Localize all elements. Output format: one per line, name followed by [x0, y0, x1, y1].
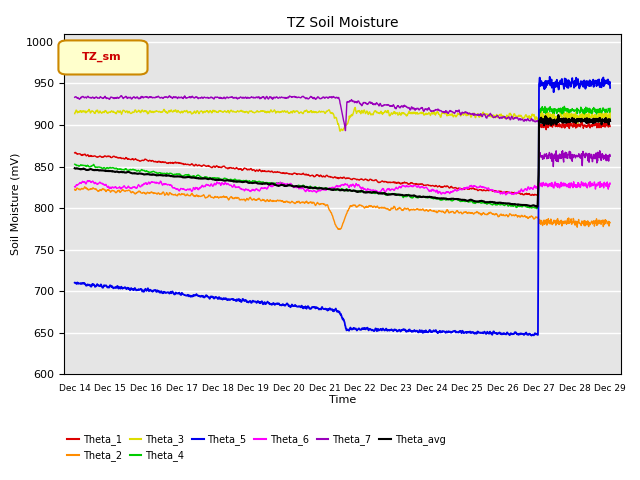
- Theta_5: [134, 287, 142, 292]
- Theta_3: [319, 109, 326, 115]
- Theta_4: [309, 186, 317, 192]
- Theta_6: [71, 184, 79, 190]
- Theta_2: [319, 201, 327, 206]
- Theta_3: [351, 105, 359, 110]
- Theta_2: [113, 190, 120, 195]
- Theta_2: [336, 227, 344, 232]
- Theta_avg: [554, 112, 562, 118]
- Theta_5: [298, 303, 306, 309]
- Title: TZ Soil Moisture: TZ Soil Moisture: [287, 16, 398, 30]
- Theta_7: [550, 164, 557, 169]
- Theta_5: [606, 85, 614, 91]
- Theta_1: [71, 150, 79, 156]
- Theta_6: [310, 188, 317, 194]
- Theta_5: [319, 305, 326, 311]
- Theta_4: [376, 190, 383, 195]
- Theta_2: [606, 220, 614, 226]
- Theta_6: [84, 178, 92, 183]
- Theta_2: [81, 184, 88, 190]
- Theta_1: [577, 116, 585, 121]
- Theta_avg: [319, 186, 326, 192]
- Theta_4: [134, 168, 142, 173]
- Theta_5: [112, 284, 120, 290]
- Theta_6: [606, 180, 614, 186]
- Theta_7: [319, 94, 327, 100]
- Line: Theta_3: Theta_3: [75, 108, 610, 131]
- Theta_5: [376, 327, 383, 333]
- Theta_1: [298, 171, 306, 177]
- Theta_avg: [376, 191, 383, 196]
- Theta_1: [606, 124, 614, 130]
- Theta_7: [298, 94, 306, 99]
- Theta_4: [112, 165, 120, 171]
- Theta_3: [71, 111, 79, 117]
- Theta_1: [112, 155, 120, 160]
- Theta_1: [319, 174, 326, 180]
- Line: Theta_7: Theta_7: [75, 96, 610, 167]
- Theta_2: [310, 200, 317, 205]
- Line: Theta_2: Theta_2: [75, 187, 610, 229]
- Theta_avg: [134, 171, 142, 177]
- Legend: Theta_1, Theta_2, Theta_3, Theta_4, Theta_5, Theta_6, Theta_7, Theta_avg: Theta_1, Theta_2, Theta_3, Theta_4, Thet…: [63, 431, 449, 465]
- Theta_7: [376, 102, 383, 108]
- Theta_4: [298, 183, 306, 189]
- Line: Theta_5: Theta_5: [75, 77, 610, 336]
- Theta_avg: [606, 118, 614, 124]
- Theta_2: [298, 200, 306, 205]
- Theta_4: [606, 106, 614, 111]
- Theta_5: [71, 280, 79, 286]
- Theta_7: [134, 96, 142, 101]
- Theta_3: [606, 109, 614, 115]
- Theta_avg: [112, 169, 120, 175]
- Text: TZ_sm: TZ_sm: [82, 51, 122, 61]
- Theta_avg: [533, 204, 541, 210]
- Theta_7: [606, 154, 614, 159]
- Theta_6: [376, 190, 383, 195]
- Theta_6: [113, 185, 120, 191]
- Theta_3: [376, 110, 384, 116]
- FancyBboxPatch shape: [58, 40, 147, 74]
- Theta_1: [534, 192, 542, 198]
- Theta_4: [71, 161, 79, 167]
- Theta_1: [376, 180, 383, 185]
- Theta_7: [71, 95, 79, 100]
- Theta_4: [319, 186, 326, 192]
- X-axis label: Time: Time: [329, 395, 356, 405]
- Theta_5: [309, 304, 317, 310]
- Theta_2: [376, 205, 384, 211]
- Theta_2: [71, 186, 79, 192]
- Theta_1: [309, 173, 317, 179]
- Line: Theta_1: Theta_1: [75, 119, 610, 195]
- Theta_avg: [298, 183, 306, 189]
- Theta_3: [134, 108, 142, 114]
- Theta_6: [319, 186, 327, 192]
- Theta_3: [298, 110, 306, 116]
- Theta_4: [532, 206, 540, 212]
- Theta_6: [502, 192, 509, 198]
- Theta_avg: [309, 185, 317, 191]
- Theta_3: [112, 111, 120, 117]
- Line: Theta_6: Theta_6: [75, 180, 610, 195]
- Theta_avg: [71, 166, 79, 171]
- Theta_7: [310, 96, 317, 102]
- Y-axis label: Soil Moisture (mV): Soil Moisture (mV): [11, 153, 20, 255]
- Theta_6: [134, 182, 142, 188]
- Theta_2: [134, 189, 142, 195]
- Theta_5: [546, 74, 554, 80]
- Theta_7: [112, 95, 120, 101]
- Line: Theta_avg: Theta_avg: [75, 115, 610, 207]
- Theta_3: [336, 128, 344, 134]
- Line: Theta_4: Theta_4: [75, 107, 610, 209]
- Theta_4: [561, 104, 568, 109]
- Theta_7: [117, 93, 125, 99]
- Theta_3: [309, 110, 317, 116]
- Theta_5: [527, 333, 535, 338]
- Theta_1: [134, 157, 142, 163]
- Theta_6: [298, 186, 306, 192]
